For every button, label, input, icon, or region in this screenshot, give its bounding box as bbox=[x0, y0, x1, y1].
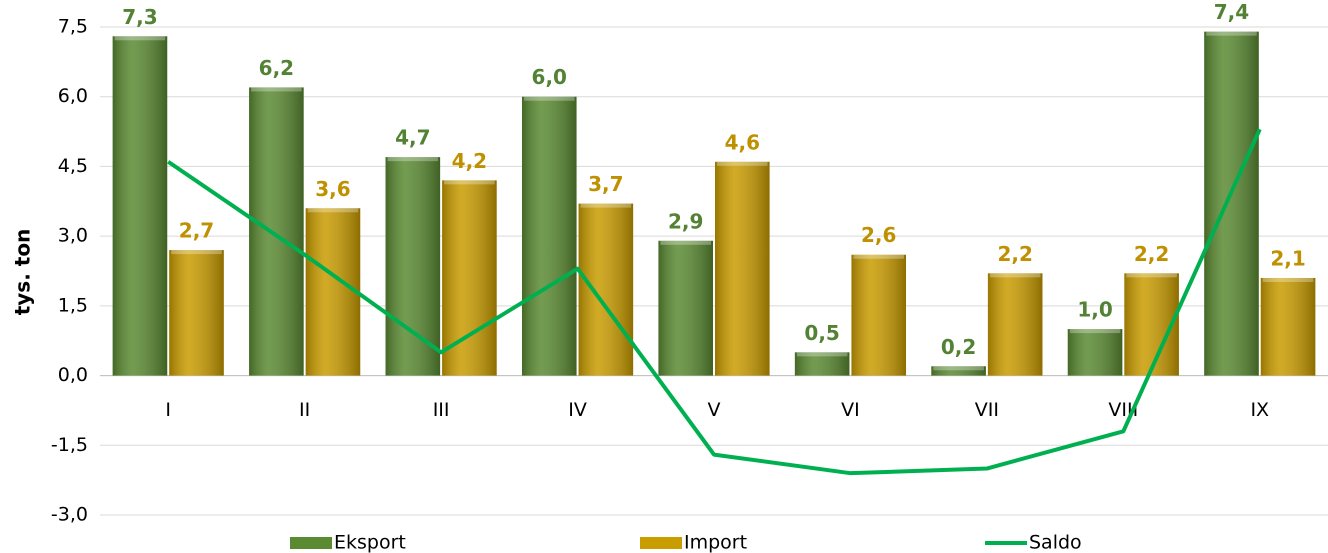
bar-bevel bbox=[523, 96, 575, 101]
bar bbox=[1204, 31, 1259, 376]
bar bbox=[715, 161, 770, 376]
bar bbox=[578, 203, 634, 376]
bar bbox=[385, 157, 441, 376]
value-label: 4,2 bbox=[452, 149, 487, 173]
bar-bevel bbox=[660, 240, 711, 245]
y-tick-label: -3,0 bbox=[51, 504, 88, 526]
legend-swatch bbox=[640, 537, 682, 549]
bar bbox=[987, 273, 1043, 376]
y-axis-title: tys. ton bbox=[11, 229, 35, 316]
bar bbox=[112, 36, 168, 376]
bar-bevel bbox=[933, 366, 984, 371]
value-label: 3,7 bbox=[588, 172, 623, 196]
y-tick-label: 3,0 bbox=[58, 225, 88, 247]
value-label: 0,2 bbox=[941, 335, 976, 359]
y-tick-label: 4,5 bbox=[58, 155, 88, 177]
bar-bevel bbox=[989, 273, 1041, 278]
bar bbox=[305, 208, 361, 376]
bar-bevel bbox=[307, 208, 359, 213]
bar-bevel bbox=[1069, 329, 1121, 334]
legend-label: Saldo bbox=[1029, 532, 1082, 553]
value-label: 4,6 bbox=[725, 130, 760, 154]
value-label: 2,2 bbox=[997, 242, 1032, 266]
x-tick-label: I bbox=[165, 399, 171, 421]
x-tick-label: VI bbox=[841, 399, 860, 421]
legend-swatch bbox=[290, 537, 332, 549]
bar-bevel bbox=[1262, 277, 1314, 282]
value-label: 2,9 bbox=[668, 209, 703, 233]
x-tick-label: III bbox=[433, 399, 450, 421]
x-tick-label: IX bbox=[1250, 399, 1269, 421]
x-tick-label: VII bbox=[975, 399, 999, 421]
saldo-line bbox=[167, 128, 1262, 476]
bar bbox=[658, 240, 713, 376]
bar-bevel bbox=[853, 254, 905, 259]
value-label: 2,6 bbox=[861, 223, 896, 247]
bar-bevel bbox=[1126, 273, 1177, 278]
legend-label: Import bbox=[684, 532, 747, 553]
value-label: 4,7 bbox=[395, 126, 430, 150]
bar-bevel bbox=[717, 161, 768, 166]
value-label: 6,2 bbox=[259, 56, 294, 80]
bar bbox=[521, 96, 577, 376]
bar bbox=[1260, 277, 1316, 376]
bar-bevel bbox=[387, 157, 439, 162]
bar-bevel bbox=[171, 250, 222, 255]
value-label: 0,5 bbox=[804, 321, 839, 345]
value-label: 2,1 bbox=[1270, 246, 1305, 270]
value-label: 2,2 bbox=[1134, 242, 1169, 266]
bar bbox=[1067, 329, 1123, 376]
value-label: 2,7 bbox=[179, 219, 214, 243]
y-tick-label: 1,5 bbox=[58, 294, 88, 316]
bar-bevel bbox=[251, 87, 302, 92]
y-tick-label: -1,5 bbox=[51, 434, 88, 456]
x-tick-label: IV bbox=[568, 399, 587, 421]
bar bbox=[851, 254, 907, 376]
bar-bevel bbox=[444, 180, 495, 185]
x-tick-label: II bbox=[299, 399, 310, 421]
value-label: 3,6 bbox=[315, 177, 350, 201]
bar-bevel bbox=[580, 203, 632, 208]
y-tick-label: 7,5 bbox=[58, 16, 88, 38]
bar-bevel bbox=[796, 352, 848, 357]
legend-label: Eksport bbox=[334, 532, 406, 553]
y-tick-label: 6,0 bbox=[58, 85, 88, 107]
value-label: 7,3 bbox=[122, 5, 157, 29]
value-label: 7,4 bbox=[1214, 0, 1249, 24]
bar bbox=[249, 87, 304, 376]
value-label: 1,0 bbox=[1077, 298, 1112, 322]
value-label: 6,0 bbox=[532, 65, 567, 89]
y-tick-label: 0,0 bbox=[58, 364, 88, 386]
bar-bevel bbox=[1206, 31, 1257, 36]
bar bbox=[169, 250, 224, 376]
x-tick-label: V bbox=[708, 399, 721, 421]
bar-bevel bbox=[114, 36, 166, 41]
